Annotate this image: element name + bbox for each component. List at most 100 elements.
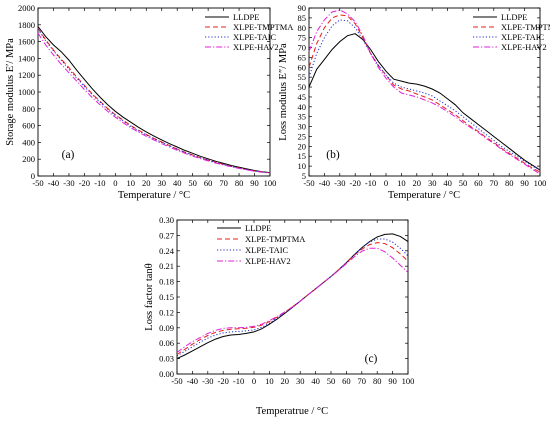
series-line-xlpe-taic [308,19,541,171]
x-tick-label: 40 [311,376,320,386]
y-tick-label: 400 [22,137,35,147]
chart-panel-1: -50 -40 -30 -20 -10 0 10 20 30 40 50 60 70 80 90 100020… [5,3,294,201]
series-line-xlpe-taic [37,28,271,174]
y-tick-label: 0.15 [159,292,174,302]
x-tick-label: 100 [264,178,277,188]
legend-label: XLPE-TAIC [233,32,277,42]
legend-label: LLDPE [245,223,271,233]
x-tick-label: 80 [235,178,244,188]
x-tick-label: 70 [358,376,367,386]
y-tick-label: 1800 [18,20,35,30]
series-line-xlpe-hav2 [37,32,271,174]
y-tick-label: 0.21 [159,261,174,271]
x-tick-label: -30 [334,178,345,188]
legend-label: XLPE-TMPTMA [233,22,294,32]
x-tick-label: -20 [79,178,90,188]
x-tick-label: 30 [296,376,305,386]
x-tick-label: 70 [219,178,228,188]
y-tick-label: 90 [298,3,307,13]
panel-label: (b) [326,149,340,161]
chart-panel-2: -50 -40 -30 -20 -10 0 10 20 30 40 50 60 70 80 90 100510… [278,3,550,201]
legend-label: LLDPE [501,12,527,22]
y-tick-label: 1600 [18,37,35,47]
x-tick-label: -40 [187,376,198,386]
x-tick-label: -50 [32,178,43,188]
series-line-lldpe [176,233,409,360]
x-tick-label: 0 [384,178,388,188]
y-tick-label: 45 [298,92,307,102]
y-tick-label: 0.00 [159,369,174,379]
x-tick-label: -20 [350,178,361,188]
series-line-lldpe [308,33,541,171]
y-tick-label: 70 [298,43,307,53]
series-line-lldpe [37,26,271,174]
x-tick-label: 40 [443,178,452,188]
x-axis-label: Temperature / °C [118,190,190,201]
x-tick-label: 10 [127,178,136,188]
y-tick-label: 0.27 [159,230,174,240]
x-tick-label: -30 [202,376,213,386]
x-tick-label: 0 [113,178,117,188]
x-axis-label: Temperatrue / °C [256,406,328,417]
x-tick-label: 60 [474,178,483,188]
panel-label: (a) [62,149,75,161]
y-axis-label: Loss modulus E″/ MPa [278,43,289,141]
x-tick-label: 10 [397,178,406,188]
y-tick-label: 0.24 [159,246,175,256]
x-tick-label: 40 [173,178,182,188]
legend-label: XLPE-HAV2 [245,256,291,266]
y-tick-label: 30 [298,122,307,132]
x-tick-label: 60 [204,178,213,188]
x-tick-label: -50 [171,376,182,386]
y-tick-label: 40 [298,102,307,112]
y-tick-label: 0.30 [159,215,174,225]
legend-label: XLPE-TAIC [245,245,289,255]
legend-label: XLPE-TMPTMA [245,234,306,244]
y-tick-label: 0.06 [159,338,174,348]
y-tick-label: 200 [22,154,35,164]
x-tick-label: 30 [428,178,437,188]
y-tick-label: 55 [298,72,307,82]
y-tick-label: 50 [298,82,307,92]
series-line-xlpe-tmptma [176,242,409,355]
x-tick-label: 20 [142,178,151,188]
y-tick-label: 0.09 [159,323,174,333]
y-axis-label: Storage modulus E′/ MPa [5,38,16,146]
y-tick-label: 80 [298,23,307,33]
y-tick-label: 2000 [18,3,35,13]
y-tick-label: 65 [298,52,307,62]
x-tick-label: 90 [520,178,529,188]
plot-frame [308,7,541,177]
x-tick-label: -10 [233,376,244,386]
y-tick-label: 800 [22,104,35,114]
y-tick-label: 85 [298,13,307,23]
x-tick-label: 60 [342,376,351,386]
legend-label: LLDPE [233,12,259,22]
legend-label: XLPE-HAV2 [501,42,547,52]
y-tick-label: 75 [298,33,307,43]
y-tick-label: 0.18 [159,277,174,287]
x-tick-label: -40 [319,178,330,188]
x-tick-label: 100 [402,376,415,386]
y-axis-label: Loss factor tanθ [144,263,155,330]
y-tick-label: 60 [298,62,307,72]
panel-label: (c) [365,353,378,365]
series-line-xlpe-tmptma [308,14,541,173]
y-tick-label: 35 [298,112,307,122]
series-line-xlpe-hav2 [308,9,541,175]
y-tick-label: 1000 [18,87,35,97]
x-tick-label: 20 [281,376,290,386]
y-tick-label: 20 [298,141,307,151]
y-tick-label: 0 [31,171,35,181]
y-tick-label: 25 [298,131,307,141]
x-tick-label: 90 [250,178,259,188]
legend-label: XLPE-TAIC [501,32,545,42]
y-tick-label: 600 [22,121,35,131]
x-tick-label: 30 [157,178,166,188]
legend-label: XLPE-TMPTMA [501,22,550,32]
y-tick-label: 10 [298,161,307,171]
y-tick-label: 15 [298,151,307,161]
legend-label: XLPE-HAV2 [233,42,279,52]
